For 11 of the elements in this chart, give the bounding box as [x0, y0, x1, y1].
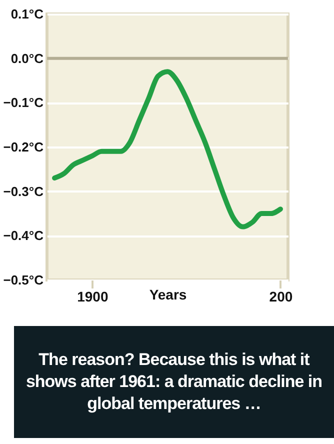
y-tick-label: 0.1°C: [10, 6, 44, 22]
y-tick-label: −0.2°C: [3, 140, 44, 154]
y-tick-label: −0.4°C: [3, 228, 44, 244]
x-tick-label: 1900: [77, 288, 108, 304]
y-tick-label: −0.5°C: [3, 272, 44, 288]
y-tick-label: −0.3°C: [3, 184, 44, 199]
y-tick-label: 0.0°C: [10, 50, 44, 66]
y-tick-label: −0.1°C: [3, 95, 44, 110]
x-tick-label: 200: [269, 288, 293, 304]
text: The reason? Because this is what it shows after 1961: a dramatic decline in global temperatures …: [14, 326, 334, 438]
x-axis-title: Years: [149, 286, 187, 302]
